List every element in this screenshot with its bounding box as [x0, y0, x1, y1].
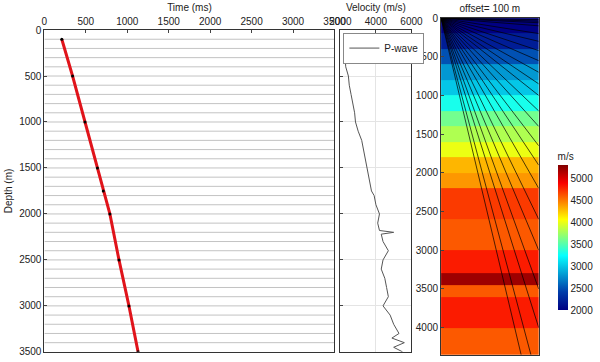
svg-text:1500: 1500	[158, 16, 181, 27]
svg-text:2000: 2000	[329, 16, 352, 27]
svg-text:3500: 3500	[416, 283, 439, 294]
svg-text:0: 0	[36, 25, 42, 36]
svg-text:1000: 1000	[416, 90, 439, 101]
svg-text:3000: 3000	[416, 245, 439, 256]
svg-text:1000: 1000	[19, 116, 42, 127]
svg-text:2000: 2000	[416, 167, 439, 178]
svg-text:4000: 4000	[571, 217, 594, 228]
svg-text:3000: 3000	[19, 300, 42, 311]
svg-text:2000: 2000	[571, 305, 594, 316]
svg-text:500: 500	[421, 51, 438, 63]
svg-text:0: 0	[42, 16, 48, 27]
svg-text:3500: 3500	[323, 16, 346, 27]
svg-text:0: 0	[432, 13, 438, 24]
svg-text:2500: 2500	[416, 206, 439, 217]
svg-text:500: 500	[25, 71, 42, 82]
svg-text:2500: 2500	[240, 16, 263, 27]
svg-text:1000: 1000	[116, 16, 139, 27]
svg-text:P-wave: P-wave	[384, 43, 418, 54]
svg-text:500: 500	[77, 16, 94, 27]
svg-text:6000: 6000	[400, 16, 423, 27]
svg-text:Time (ms): Time (ms)	[167, 2, 212, 13]
svg-text:1500: 1500	[416, 129, 439, 140]
svg-text:1500: 1500	[19, 162, 42, 173]
svg-text:3500: 3500	[19, 346, 42, 357]
svg-text:m/s: m/s	[558, 151, 574, 162]
svg-text:2000: 2000	[19, 208, 42, 219]
svg-text:4000: 4000	[365, 16, 388, 27]
svg-text:3500: 3500	[571, 239, 594, 250]
svg-text:offset= 100 m: offset= 100 m	[460, 3, 521, 14]
svg-text:2500: 2500	[19, 254, 42, 265]
svg-text:5000: 5000	[571, 173, 594, 184]
svg-text:4500: 4500	[571, 195, 594, 206]
svg-text:3000: 3000	[571, 261, 594, 272]
svg-text:2500: 2500	[571, 283, 594, 294]
svg-text:Depth (m): Depth (m)	[3, 169, 14, 213]
svg-text:Velocity (m/s): Velocity (m/s)	[346, 2, 406, 13]
svg-text:2000: 2000	[199, 16, 222, 27]
svg-text:3000: 3000	[282, 16, 305, 27]
svg-text:4000: 4000	[416, 322, 439, 333]
